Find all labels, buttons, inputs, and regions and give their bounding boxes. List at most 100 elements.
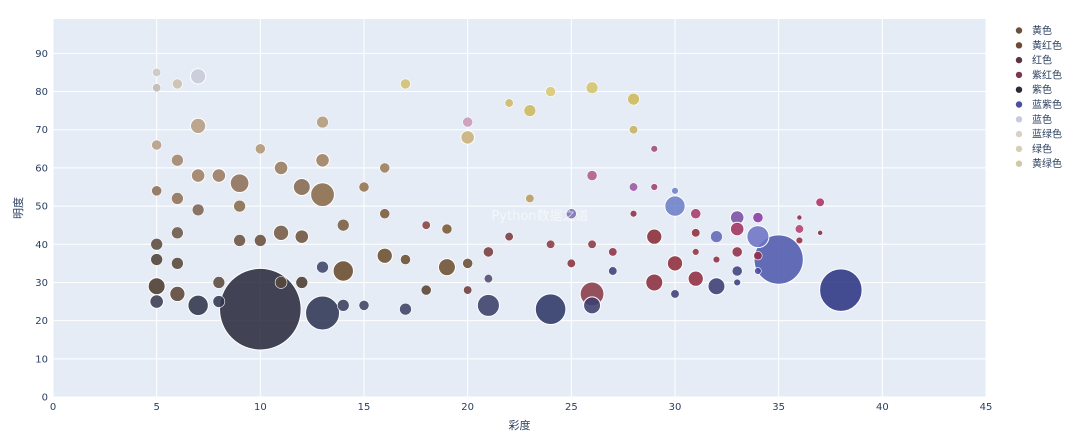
data-point <box>752 212 764 223</box>
grid-lines <box>52 19 987 398</box>
data-point <box>337 218 350 232</box>
x-tick-label: 30 <box>669 402 682 413</box>
legend-item[interactable]: 黄色 <box>1015 24 1052 37</box>
data-point <box>337 299 350 312</box>
data-point <box>152 83 162 93</box>
y-tick-label: 70 <box>35 125 48 136</box>
y-tick-label: 80 <box>35 87 48 98</box>
data-point <box>441 223 453 235</box>
data-point <box>212 295 226 308</box>
axis-ticks: 0 5 10 15 20 25 30 35 40 45 0 10 20 30 40 50 60 70 80 90 <box>35 49 992 413</box>
data-point <box>731 265 743 277</box>
y-tick-label: 60 <box>35 163 48 174</box>
data-point <box>149 294 164 309</box>
data-point <box>358 181 370 193</box>
data-point <box>189 117 207 135</box>
legend-marker <box>1015 160 1023 167</box>
legend-item[interactable]: 蓝色 <box>1015 113 1052 126</box>
data-point <box>294 229 310 244</box>
data-point <box>171 78 183 90</box>
legend-item[interactable]: 黄红色 <box>1015 39 1062 52</box>
data-point <box>692 248 700 256</box>
data-point <box>212 276 226 289</box>
legend-label: 红色 <box>1032 54 1052 67</box>
data-point <box>628 182 639 192</box>
legend-label: 黄色 <box>1032 24 1052 37</box>
legend-label: 蓝绿色 <box>1032 128 1062 141</box>
y-tick-label: 10 <box>35 354 48 365</box>
legend-item[interactable]: 蓝紫色 <box>1015 98 1062 111</box>
data-point <box>629 210 638 218</box>
legend-label: 紫红色 <box>1032 68 1062 81</box>
y-tick-label: 50 <box>35 202 48 213</box>
legend-item[interactable]: 黄绿色 <box>1015 157 1062 170</box>
data-point <box>187 294 209 317</box>
data-point <box>169 285 186 303</box>
data-point <box>650 183 658 191</box>
data-point <box>815 197 825 207</box>
data-point <box>462 116 474 128</box>
data-point <box>608 247 618 257</box>
data-point <box>731 246 743 258</box>
data-point <box>794 224 804 234</box>
legend-marker <box>1015 116 1023 123</box>
y-tick-label: 30 <box>35 278 48 289</box>
data-point <box>274 276 288 289</box>
legend-item[interactable]: 紫红色 <box>1015 68 1062 81</box>
legend-label: 黄绿色 <box>1032 157 1062 170</box>
data-point <box>254 234 267 247</box>
data-point <box>483 274 493 284</box>
legend-marker <box>1015 145 1023 153</box>
data-point <box>664 195 686 217</box>
data-point <box>627 92 640 106</box>
data-point <box>476 293 500 317</box>
data-point <box>171 226 184 240</box>
data-point <box>421 220 431 230</box>
data-point <box>817 229 823 236</box>
x-tick-label: 15 <box>358 402 371 413</box>
legend-marker <box>1015 71 1023 79</box>
data-point <box>645 273 664 292</box>
legend-marker <box>1015 101 1023 108</box>
data-point <box>460 130 475 145</box>
watermark-text: Python数据之道 <box>491 209 588 224</box>
data-point <box>171 154 184 167</box>
x-tick-label: 5 <box>153 402 159 413</box>
legend-item[interactable]: 红色 <box>1015 54 1052 67</box>
data-point <box>316 260 329 274</box>
plot-background <box>53 19 986 397</box>
data-point <box>583 296 602 315</box>
data-point <box>254 143 266 155</box>
data-point <box>585 81 599 94</box>
data-point <box>565 208 577 220</box>
data-point <box>753 251 763 261</box>
legend-label: 蓝色 <box>1032 113 1052 126</box>
data-point <box>189 68 207 85</box>
data-point <box>152 67 162 78</box>
data-point <box>358 299 370 311</box>
data-point <box>315 152 330 168</box>
data-point <box>729 221 745 237</box>
data-point <box>690 208 702 220</box>
data-point <box>650 145 658 153</box>
y-tick-label: 40 <box>35 240 48 251</box>
data-point <box>150 238 163 251</box>
legend-item[interactable]: 蓝绿色 <box>1015 128 1062 141</box>
legend-label: 绿色 <box>1032 142 1052 155</box>
data-point <box>671 187 679 195</box>
legend-marker <box>1015 86 1023 93</box>
data-point <box>462 257 474 269</box>
legend-item[interactable]: 绿色 <box>1015 142 1052 155</box>
data-point <box>400 78 411 90</box>
y-tick-label: 90 <box>35 49 48 60</box>
legend-label: 蓝紫色 <box>1032 98 1062 111</box>
x-tick-label: 45 <box>980 402 993 413</box>
data-point <box>399 302 412 316</box>
x-axis-label: 彩度 <box>509 418 531 432</box>
data-point <box>670 289 680 299</box>
x-tick-label: 20 <box>461 402 474 413</box>
data-point <box>150 253 163 266</box>
legend-item[interactable]: 紫色 <box>1015 83 1052 96</box>
data-point <box>420 284 432 296</box>
